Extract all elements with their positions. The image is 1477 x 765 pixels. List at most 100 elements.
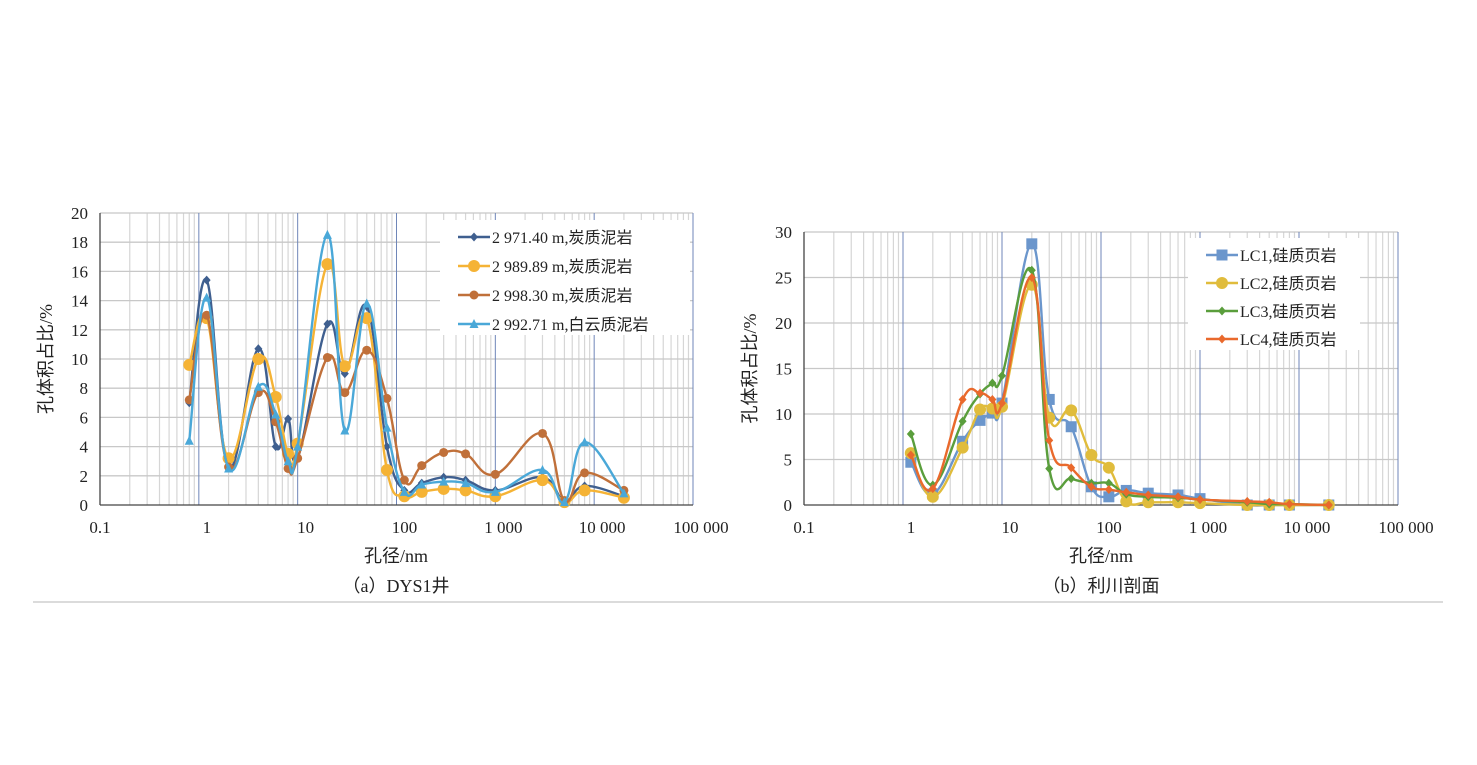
data-point	[399, 475, 409, 485]
data-point	[183, 358, 196, 371]
legend-swatch-marker	[469, 290, 479, 300]
data-point	[906, 450, 915, 460]
data-point	[537, 464, 547, 474]
data-point	[536, 474, 549, 487]
data-point	[976, 388, 985, 398]
data-point	[998, 398, 1006, 408]
legend: 2 971.40 m,炭质泥岩 2 989.89 m,炭质泥岩 2 998.30 m…	[440, 220, 690, 335]
data-point	[906, 429, 915, 439]
data-point	[619, 488, 629, 498]
legend: LC1,硅质页岩 LC2,硅质页岩 LC3,硅质页岩 LC4,硅质页岩	[1188, 238, 1360, 350]
legend-swatch-marker	[1218, 306, 1226, 316]
data-point	[1045, 435, 1054, 445]
data-point	[988, 394, 997, 404]
y-axis-label: 孔体积占比/%	[740, 313, 760, 423]
data-point	[1324, 500, 1333, 510]
data-point	[1265, 497, 1274, 507]
x-tick-label: 10 000	[1284, 518, 1331, 537]
data-point	[1067, 474, 1076, 484]
data-point	[1065, 404, 1078, 417]
data-point	[1085, 448, 1098, 461]
data-point	[974, 403, 987, 416]
legend-swatch-marker	[469, 319, 479, 328]
data-point	[957, 435, 969, 447]
data-point	[202, 310, 212, 320]
data-point	[322, 229, 332, 239]
data-point	[1027, 273, 1036, 282]
y-tick-label: 10	[775, 405, 792, 424]
y-tick-label: 8	[80, 379, 89, 398]
data-point	[926, 490, 939, 503]
data-point	[253, 381, 263, 391]
legend-label: 2 998.30 m,炭质泥岩	[492, 287, 632, 305]
data-point	[988, 378, 997, 388]
data-point	[380, 463, 393, 476]
data-point	[283, 456, 293, 466]
data-point	[340, 388, 350, 398]
data-point	[340, 425, 350, 435]
series-line	[188, 261, 625, 504]
data-point	[323, 319, 332, 329]
data-point	[1065, 421, 1077, 433]
legend-swatch-marker	[468, 260, 480, 272]
data-point	[1104, 485, 1113, 495]
x-tick-label: 10	[297, 518, 314, 537]
legend-label: 2 971.40 m,炭质泥岩	[492, 229, 632, 247]
x-axis-label: 孔径/nm	[1069, 546, 1133, 566]
data-point	[1285, 499, 1294, 509]
y-tick-label: 18	[71, 233, 88, 252]
data-point	[1172, 496, 1185, 509]
data-point	[1087, 482, 1096, 492]
data-point	[382, 422, 392, 432]
chart-caption: （b）利川剖面	[1043, 576, 1160, 596]
x-tick-label: 1 000	[484, 518, 522, 537]
data-point	[958, 394, 967, 404]
data-point	[1196, 495, 1204, 505]
y-tick-label: 14	[71, 292, 89, 311]
data-point	[1120, 495, 1133, 508]
data-point	[202, 275, 211, 285]
data-point	[338, 360, 351, 373]
series-4	[906, 273, 1333, 510]
data-point	[184, 435, 194, 445]
x-tick-label: 100 000	[673, 518, 728, 537]
data-point	[1102, 461, 1115, 474]
data-point	[224, 463, 234, 473]
y-tick-label: 25	[775, 269, 792, 288]
x-tick-label: 1	[907, 518, 916, 537]
data-point	[1122, 487, 1131, 497]
legend-label: LC1,硅质页岩	[1240, 247, 1336, 265]
data-point	[461, 449, 471, 459]
y-tick-label: 2	[80, 467, 89, 486]
y-tick-label: 20	[775, 314, 792, 333]
x-tick-label: 1 000	[1189, 518, 1227, 537]
legend-label: LC3,硅质页岩	[1240, 303, 1336, 321]
data-point	[537, 428, 547, 438]
data-point	[271, 409, 281, 419]
data-point	[252, 353, 265, 365]
data-point	[439, 447, 449, 457]
data-point	[1027, 265, 1036, 275]
y-tick-label: 5	[784, 451, 793, 470]
data-point	[417, 461, 427, 471]
y-tick-label: 10	[71, 350, 88, 369]
legend-swatch-marker	[1218, 334, 1226, 344]
data-point	[284, 414, 293, 424]
legend-label: LC2,硅质页岩	[1240, 275, 1336, 293]
x-tick-label: 100	[392, 518, 418, 537]
x-tick-label: 0.1	[89, 518, 110, 537]
data-point	[1067, 463, 1076, 473]
legend-label: 2 992.71 m,白云质泥岩	[492, 316, 648, 334]
legend-box	[440, 220, 690, 335]
data-point	[580, 437, 590, 447]
chart-a-dys1-well: 0.1 1 10 100 1 000 10 000 100 000 0 2 4 6 8 10 12 14 16…	[36, 204, 729, 596]
x-tick-label: 100 000	[1378, 518, 1433, 537]
chart-b-lichuan-section: 0.1 1 10 100 1 000 10 000 100 000 0 5 10 15 20 25 30 孔…	[740, 223, 1434, 596]
data-point	[269, 390, 282, 403]
x-tick-label: 0.1	[793, 518, 814, 537]
data-point	[417, 479, 427, 489]
y-axis-label: 孔体积占比/%	[36, 304, 56, 414]
x-tick-label: 1	[203, 518, 212, 537]
y-tick-label: 15	[775, 360, 792, 379]
